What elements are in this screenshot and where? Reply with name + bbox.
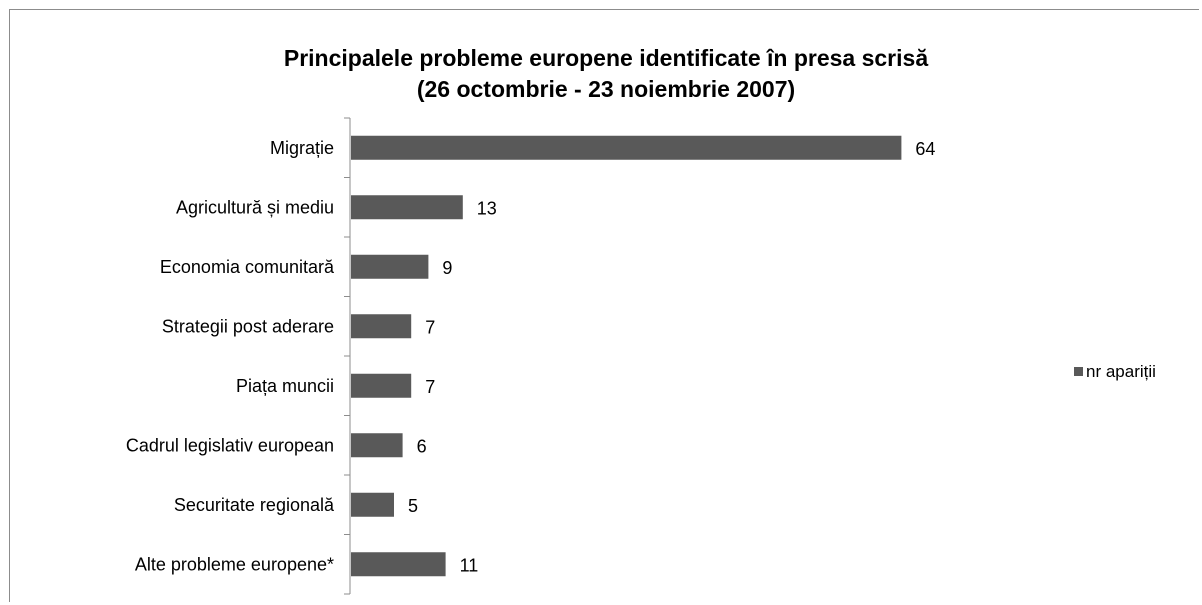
data-label: 5 (408, 496, 418, 516)
data-label: 7 (425, 317, 435, 337)
category-label: Cadrul legislativ european (126, 435, 334, 455)
labels: Migrație 64 Agricultură și mediu 13 Economia… (126, 138, 936, 576)
chart-frame (9, 9, 1199, 602)
category-label: Securitate regională (174, 495, 335, 515)
bar (351, 195, 463, 220)
category-label: Migrație (270, 138, 334, 158)
data-label: 9 (442, 258, 452, 278)
category-label: Alte probleme europene* (135, 554, 334, 574)
bar (351, 433, 403, 458)
bar (351, 254, 429, 279)
legend: nr apariții (1074, 362, 1156, 381)
bar (351, 314, 412, 339)
chart-title: Principalele probleme europene identific… (284, 45, 928, 71)
data-label: 7 (425, 377, 435, 397)
bars (351, 135, 902, 577)
bar (351, 135, 902, 160)
data-label: 13 (477, 198, 497, 218)
bar (351, 492, 394, 517)
legend-label: nr apariții (1086, 362, 1156, 381)
chart-subtitle: (26 octombrie - 23 noiembrie 2007) (417, 76, 795, 102)
category-label: Agricultură și mediu (176, 197, 334, 217)
category-label: Strategii post aderare (162, 316, 334, 336)
data-label: 64 (915, 139, 935, 159)
bar (351, 373, 412, 398)
legend-swatch (1074, 367, 1083, 376)
category-axis (344, 117, 351, 595)
data-label: 11 (460, 555, 479, 575)
category-label: Economia comunitară (160, 257, 335, 277)
bar (351, 552, 446, 577)
data-label: 6 (417, 436, 427, 456)
category-label: Piața muncii (236, 376, 334, 396)
